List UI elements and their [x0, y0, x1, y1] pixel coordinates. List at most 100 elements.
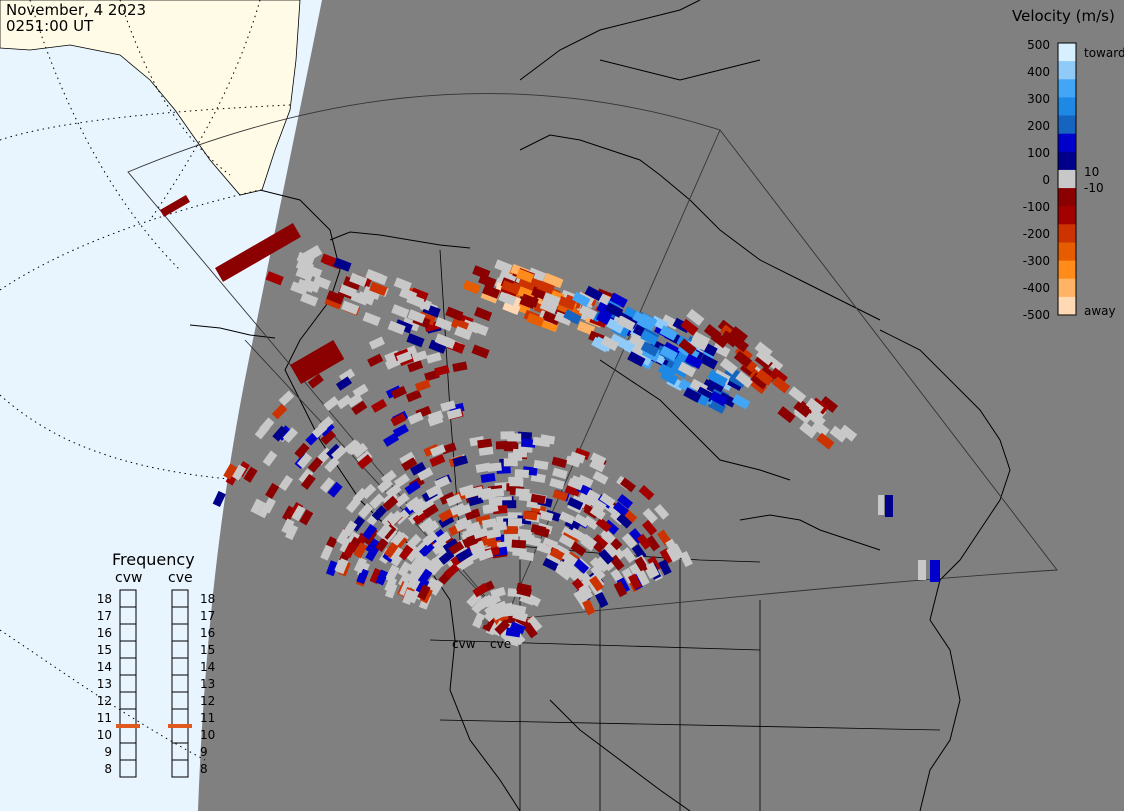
velocity-cell [576, 321, 596, 336]
velocity-cell [335, 558, 349, 575]
velocity-cell [552, 489, 569, 502]
velocity-cell [390, 530, 406, 547]
frequency-scale-label: 18 [200, 592, 215, 606]
velocity-cell [539, 299, 558, 314]
velocity-cell [816, 432, 835, 450]
velocity-cell [427, 414, 444, 427]
velocity-cell [509, 478, 524, 487]
velocity-cell [397, 561, 412, 578]
velocity-cell [589, 505, 606, 521]
velocity-cell [488, 496, 504, 507]
velocity-cell [709, 390, 728, 407]
velocity-cell [341, 300, 360, 315]
velocity-cell [320, 544, 334, 561]
frequency-radar-cve: cve [168, 570, 193, 586]
velocity-cell [480, 489, 496, 500]
velocity-cell [729, 326, 748, 344]
velocity-cell [333, 257, 352, 272]
velocity-cell [627, 351, 646, 367]
velocity-cell [298, 468, 314, 485]
velocity-cell [356, 568, 369, 585]
velocity-cell [393, 473, 410, 488]
velocity-cell [478, 273, 497, 289]
velocity-cell [677, 361, 697, 378]
velocity-cell [324, 456, 340, 473]
velocity-cell [300, 473, 316, 490]
velocity-cell [640, 341, 660, 357]
velocity-cell [300, 292, 319, 307]
velocity-cell [640, 330, 659, 346]
plot-time: 0251:00 UT [6, 17, 94, 35]
velocity-cell [422, 531, 439, 547]
velocity-cell [492, 607, 509, 621]
velocity-cell [472, 527, 489, 540]
velocity-cell [660, 369, 679, 386]
velocity-cell [551, 456, 568, 468]
colorbar-title: Velocity (m/s) [1012, 7, 1115, 25]
colorbar-tick-label: -500 [1023, 308, 1050, 322]
velocity-cell [434, 317, 454, 332]
colorbar-segment [1058, 151, 1076, 171]
velocity-cell [498, 291, 517, 306]
frequency-cell [171, 759, 189, 778]
velocity-cell [295, 267, 314, 282]
velocity-cell [612, 501, 629, 517]
velocity-cell [326, 290, 345, 305]
velocity-cell [573, 589, 588, 606]
velocity-cell [416, 555, 432, 572]
velocity-cell [567, 477, 584, 491]
velocity-cell [598, 548, 614, 565]
velocity-cell [462, 280, 481, 295]
velocity-cell [507, 518, 523, 527]
velocity-cell [475, 462, 491, 473]
velocity-cell [686, 308, 705, 326]
velocity-cell [471, 344, 490, 359]
velocity-cell [638, 485, 655, 501]
velocity-cell [659, 345, 678, 362]
velocity-cell [609, 333, 628, 349]
velocity-cell [601, 544, 617, 561]
velocity-cell [423, 520, 440, 535]
velocity-cell [393, 492, 410, 508]
frequency-panel: Frequency cvw cve 18 18 17 17 16 16 15 15 14 14 13… [97, 550, 215, 778]
colorbar-segment [1058, 296, 1076, 316]
velocity-cell [384, 576, 398, 593]
velocity-cell [578, 584, 594, 601]
velocity-cell [470, 321, 489, 337]
velocity-cell [502, 300, 521, 315]
velocity-cell [327, 481, 343, 498]
frequency-scale-label: 14 [200, 660, 215, 674]
velocity-cell [370, 398, 388, 413]
velocity-cell [457, 556, 474, 571]
velocity-cell [617, 493, 633, 509]
velocity-cell [307, 456, 324, 473]
velocity-cell [413, 501, 430, 517]
velocity-cell [369, 567, 383, 584]
velocity-cell [552, 467, 568, 480]
velocity-cell [666, 546, 681, 563]
velocity-cell [431, 540, 448, 556]
velocity-cell [342, 520, 358, 537]
velocity-cell [589, 557, 606, 573]
velocity-cell [409, 461, 427, 476]
velocity-cell [326, 443, 342, 460]
velocity-cell [628, 573, 642, 590]
velocity-cell [404, 480, 421, 495]
velocity-cell [647, 555, 662, 573]
velocity-cell [556, 562, 573, 578]
velocity-cell [930, 560, 940, 582]
velocity-cell [335, 376, 353, 391]
velocity-cell [383, 542, 399, 559]
velocity-cell [440, 400, 456, 412]
velocity-cell [564, 484, 581, 498]
velocity-cell [680, 318, 699, 336]
velocity-cell [284, 524, 299, 541]
velocity-cell [683, 387, 702, 403]
velocity-cell [399, 580, 413, 598]
velocity-cell [297, 452, 313, 469]
colorbar-segment [1058, 242, 1076, 262]
velocity-cell [777, 406, 796, 424]
velocity-cell [563, 561, 580, 577]
velocity-cell [397, 571, 412, 588]
